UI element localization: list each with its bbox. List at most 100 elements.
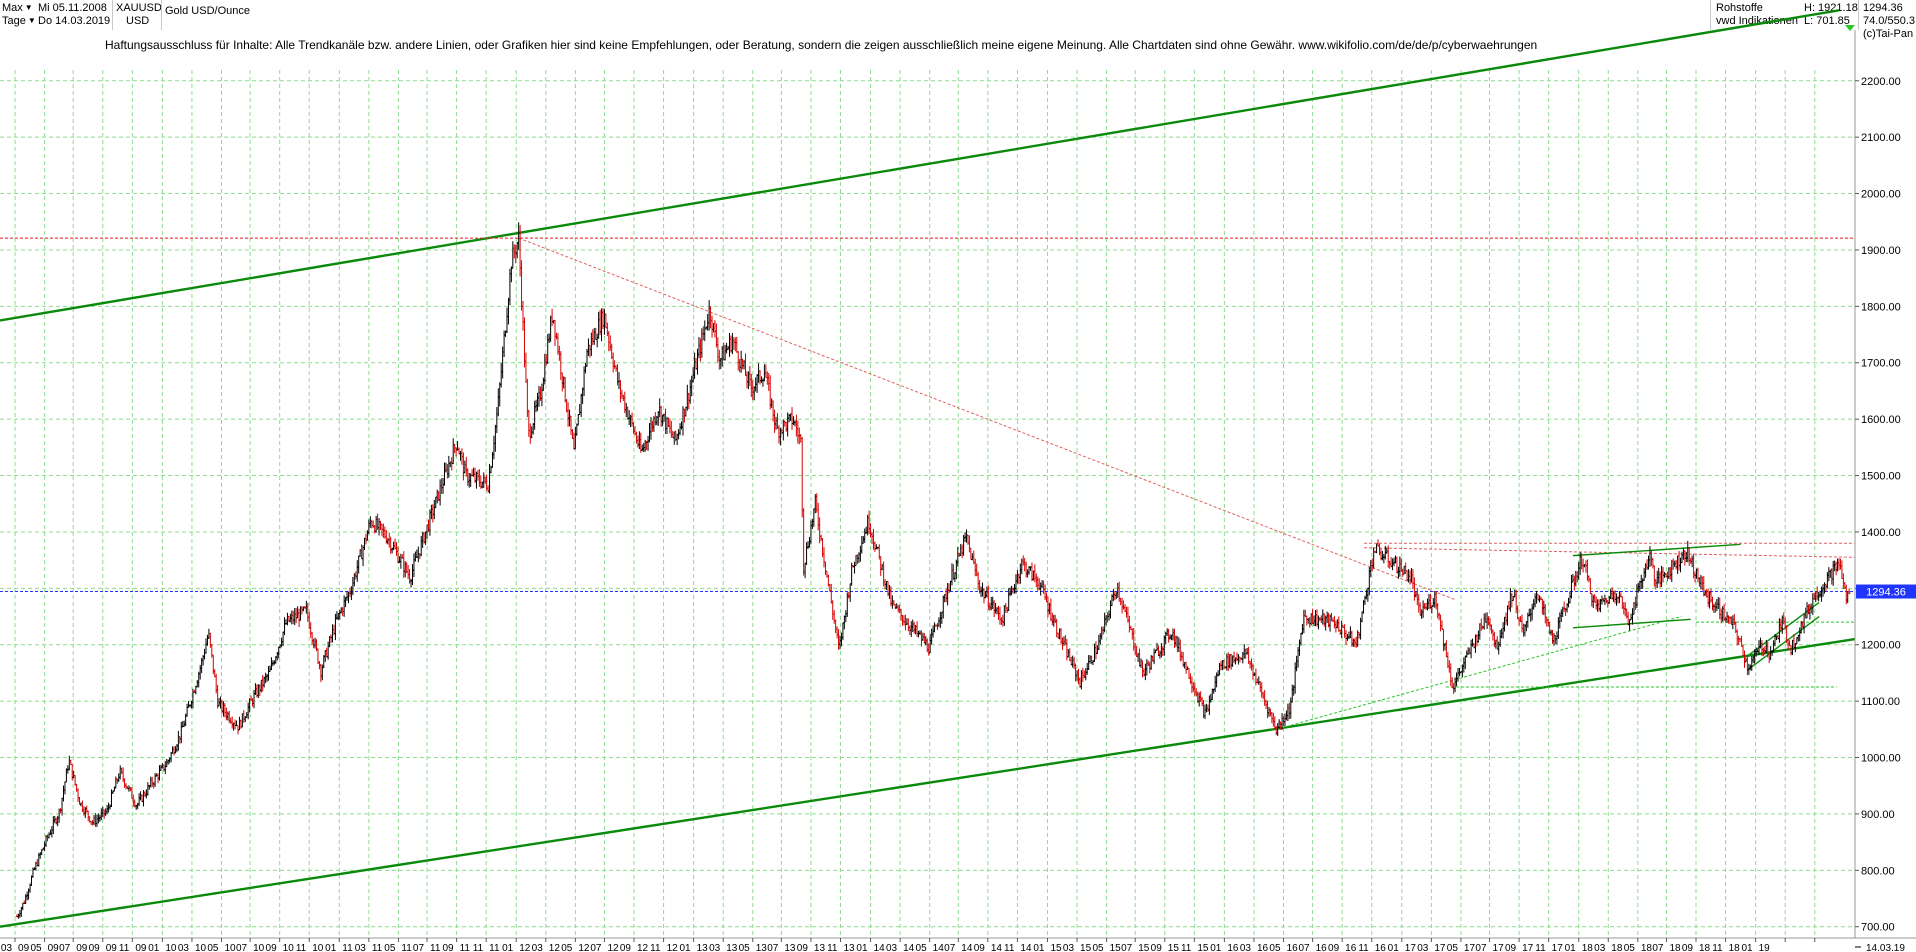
- x-tick-label: 09: [48, 943, 60, 952]
- wedge-lower-line: [1746, 615, 1820, 671]
- x-tick-label: 03: [886, 943, 898, 952]
- x-tick-label: 11: [296, 943, 307, 952]
- x-tick-label: 01: [502, 943, 514, 952]
- x-tick-label: 18: [1669, 943, 1681, 952]
- x-tick-label: 16: [1375, 943, 1387, 952]
- chart-header: Max ▼ Tage ▼ Mi 05.11.2008 Do 14.03.2019 X…: [0, 0, 1916, 40]
- trendlines: [0, 9, 1856, 928]
- x-tick-label: 09: [89, 943, 101, 952]
- x-tick-label: 19: [1759, 943, 1771, 952]
- uptrend-line: [1276, 616, 1682, 730]
- y-tick-label: 1600.00: [1861, 414, 1901, 426]
- range-selector[interactable]: Max ▼: [2, 1, 33, 15]
- x-tick-label: 11: [372, 943, 383, 952]
- x-tick-label: 12: [637, 943, 649, 952]
- disclaimer: Haftungsausschluss für Inhalte: Alle Tre…: [105, 38, 1538, 52]
- x-tick-label: 03: [1417, 943, 1429, 952]
- x-tick-label: 17: [1464, 943, 1476, 952]
- x-tick-label: 17: [1522, 943, 1534, 952]
- x-tick-label: 11: [342, 943, 353, 952]
- x-tick-label: 09: [1682, 943, 1694, 952]
- header-divider: [1858, 0, 1859, 30]
- x-tick-label: 16: [1287, 943, 1299, 952]
- x-tick-label: 18: [1611, 943, 1623, 952]
- channel-lower-line: [0, 637, 1856, 928]
- upper-trend-line: [1572, 543, 1741, 557]
- channel-upper-line: [0, 9, 1840, 322]
- category: Rohstoffe: [1716, 2, 1763, 14]
- y-tick-label: 1800.00: [1861, 301, 1901, 313]
- x-tick-label: 11: [430, 943, 441, 952]
- y-tick-label: 1500.00: [1861, 471, 1901, 483]
- x-tick-label: 09: [1151, 943, 1163, 952]
- x-tick-label: 07: [1475, 943, 1487, 952]
- x-tick-label: 16: [1257, 943, 1269, 952]
- header-divider: [112, 0, 113, 30]
- x-tick-label: 05: [916, 943, 928, 952]
- x-tick-label: 07: [236, 943, 248, 952]
- data-source: vwd Indikationen: [1716, 15, 1798, 27]
- x-tick-label: 09: [1505, 943, 1517, 952]
- x-tick-label: 13: [784, 943, 796, 952]
- copyright: (c)Tai-Pan: [1863, 28, 1914, 40]
- x-tick-label: 14: [991, 943, 1003, 952]
- x-tick-label: 05: [30, 943, 42, 952]
- x-tick-label: 07: [590, 943, 602, 952]
- x-tick-label: 07: [1652, 943, 1664, 952]
- y-tick-label: 2000.00: [1861, 189, 1901, 201]
- x-tick-label: 03: [355, 943, 367, 952]
- x-tick-label: 07: [1298, 943, 1310, 952]
- x-tick-label: 10: [195, 943, 207, 952]
- x-tick-label: 18: [1729, 943, 1741, 952]
- x-tick-label: 05: [1447, 943, 1459, 952]
- chevron-down-icon: ▼: [24, 3, 33, 12]
- x-tick-label: 03: [1594, 943, 1606, 952]
- x-tick-label: 03: [1240, 943, 1252, 952]
- header-divider: [1710, 0, 1711, 30]
- x-tick-label: 09: [974, 943, 986, 952]
- x-tick-label: 18: [1582, 943, 1594, 952]
- header-divider: [161, 0, 162, 30]
- x-tick-label: 13: [697, 943, 709, 952]
- x-tick-label: 05: [1269, 943, 1281, 952]
- x-tick-label: 11: [1358, 943, 1369, 952]
- x-tick-label: 16: [1345, 943, 1357, 952]
- interval-selector[interactable]: Tage ▼: [2, 14, 36, 28]
- x-tick-label: 03: [1, 943, 13, 952]
- to-date: Do 14.03.2019: [38, 15, 111, 27]
- x-tick-label: 11: [460, 943, 471, 952]
- x-tick-label: 10: [253, 943, 265, 952]
- x-tick-label: 01: [1565, 943, 1577, 952]
- x-tick-label: 01: [325, 943, 337, 952]
- x-tick-label: 14: [1020, 943, 1032, 952]
- arrow-down-icon: [1845, 25, 1855, 31]
- x-tick-label: 12: [519, 943, 531, 952]
- y-tick-label: 1200.00: [1861, 640, 1901, 652]
- x-tick-label: 10: [283, 943, 295, 952]
- x-tick-label: 07: [59, 943, 71, 952]
- x-tick-label: 01: [1210, 943, 1222, 952]
- x-tick-label: 03: [709, 943, 721, 952]
- x-tick-label: 13: [756, 943, 768, 952]
- from-date: Mi 05.11.2008: [38, 2, 107, 14]
- x-tick-label: 10: [225, 943, 237, 952]
- x-tick-label: 15: [1138, 943, 1150, 952]
- x-tick-label: 17: [1405, 943, 1417, 952]
- price-bars: [15, 222, 1851, 919]
- x-tick-label: 11: [489, 943, 500, 952]
- change-value: 74.0/550.3: [1863, 15, 1915, 27]
- x-tick-label: 15: [1168, 943, 1180, 952]
- x-tick-label: 09: [266, 943, 278, 952]
- x-tick-label: 01: [1388, 943, 1400, 952]
- y-tick-label: 1400.00: [1861, 527, 1901, 539]
- y-tick-label: 2200.00: [1861, 76, 1901, 88]
- chevron-down-icon: ▼: [27, 16, 36, 25]
- x-tick-label: 09: [18, 943, 30, 952]
- x-tick-label: 11: [401, 943, 412, 952]
- x-tick-label: 01: [148, 943, 160, 952]
- x-tick-label: 15: [1110, 943, 1122, 952]
- x-tick-label: 07: [413, 943, 425, 952]
- x-tick-label: 16: [1227, 943, 1239, 952]
- x-tick-label: 01: [1033, 943, 1045, 952]
